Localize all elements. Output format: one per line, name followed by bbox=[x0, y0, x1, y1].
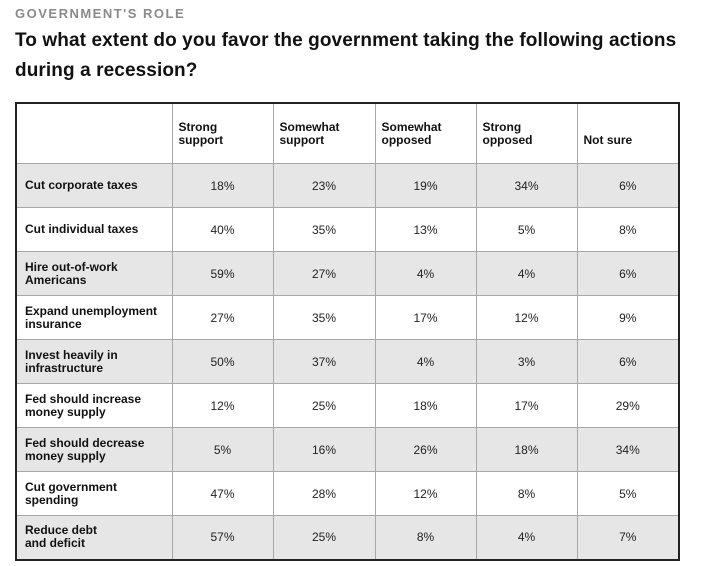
table-cell: 19% bbox=[374, 163, 477, 208]
column-header-strong-support: Strong support bbox=[171, 102, 274, 164]
row-label: Fed should increase money supply bbox=[15, 383, 173, 428]
column-header-line1: Somewhat bbox=[381, 119, 442, 134]
table-row: Invest heavily in infrastructure 50% 37% 4% 3… bbox=[15, 339, 680, 384]
column-header-not-sure: Not sure bbox=[576, 102, 680, 164]
row-label-line1: Cut government bbox=[25, 479, 118, 494]
row-label: Cut government spending bbox=[15, 471, 173, 516]
row-label-line2: insurance bbox=[25, 316, 82, 331]
column-header-line2: support bbox=[178, 132, 224, 147]
table-cell: 4% bbox=[374, 251, 477, 296]
table-cell: 3% bbox=[475, 339, 578, 384]
column-header-line1: Somewhat bbox=[279, 119, 340, 134]
column-header-line1: Strong bbox=[482, 119, 522, 134]
row-label-line2: money supply bbox=[25, 404, 106, 419]
row-label-line2: money supply bbox=[25, 448, 106, 463]
table-cell: 16% bbox=[272, 427, 376, 472]
row-label-line2: infrastructure bbox=[25, 360, 104, 375]
table-cell: 18% bbox=[374, 383, 477, 428]
table-cell: 5% bbox=[171, 427, 274, 472]
table-cell: 27% bbox=[171, 295, 274, 340]
column-header-line1: Strong bbox=[178, 119, 218, 134]
table-cell: 27% bbox=[272, 251, 376, 296]
table-cell: 57% bbox=[171, 515, 274, 560]
table-cell: 26% bbox=[374, 427, 477, 472]
header-row: Strong support Somewhat support Somewhat… bbox=[15, 102, 680, 164]
table-row: Cut individual taxes 40% 35% 13% 5% 8% bbox=[15, 207, 680, 252]
table-cell: 13% bbox=[374, 207, 477, 252]
row-label-line1: Fed should increase bbox=[25, 391, 142, 406]
table-row: Cut corporate taxes 18% 23% 19% 34% 6% bbox=[15, 163, 680, 208]
table-cell: 4% bbox=[374, 339, 477, 384]
row-label-line1: Cut individual taxes bbox=[25, 222, 139, 236]
column-header-line2: support bbox=[279, 132, 325, 147]
table-row: Reduce debt and deficit 57% 25% 8% 4% 7% bbox=[15, 515, 680, 560]
table-cell: 47% bbox=[171, 471, 274, 516]
column-header-line2: opposed bbox=[482, 132, 533, 147]
table-cell: 7% bbox=[576, 515, 680, 560]
table-cell: 6% bbox=[576, 251, 680, 296]
row-label: Cut individual taxes bbox=[15, 207, 173, 252]
table-cell: 8% bbox=[374, 515, 477, 560]
row-label: Reduce debt and deficit bbox=[15, 515, 173, 560]
table-cell: 17% bbox=[475, 383, 578, 428]
table-cell: 12% bbox=[374, 471, 477, 516]
row-label: Hire out-of-work Americans bbox=[15, 251, 173, 296]
table-cell: 50% bbox=[171, 339, 274, 384]
row-label-line1: Reduce debt bbox=[25, 523, 98, 538]
column-header-somewhat-opposed: Somewhat opposed bbox=[374, 102, 477, 164]
row-label: Cut corporate taxes bbox=[15, 163, 173, 208]
row-label: Invest heavily in infrastructure bbox=[15, 339, 173, 384]
table-row: Hire out-of-work Americans 59% 27% 4% 4% 6% bbox=[15, 251, 680, 296]
table-cell: 17% bbox=[374, 295, 477, 340]
table-body: Cut corporate taxes 18% 23% 19% 34% 6% Cut ind… bbox=[15, 163, 680, 560]
table-cell: 12% bbox=[171, 383, 274, 428]
table-cell: 34% bbox=[475, 163, 578, 208]
table-cell: 4% bbox=[475, 251, 578, 296]
row-label-line2: and deficit bbox=[25, 536, 86, 551]
table-cell: 37% bbox=[272, 339, 376, 384]
column-header-line2: opposed bbox=[381, 132, 432, 147]
table-cell: 18% bbox=[475, 427, 578, 472]
table-cell: 8% bbox=[576, 207, 680, 252]
table-row: Fed should decrease money supply 5% 16% 26% 1… bbox=[15, 427, 680, 472]
table-cell: 5% bbox=[475, 207, 578, 252]
row-label: Fed should decrease money supply bbox=[15, 427, 173, 472]
table-cell: 34% bbox=[576, 427, 680, 472]
table-cell: 35% bbox=[272, 207, 376, 252]
table-row: Cut government spending 47% 28% 12% 8% 5% bbox=[15, 471, 680, 516]
survey-table: Strong support Somewhat support Somewhat… bbox=[15, 102, 680, 561]
table-cell: 18% bbox=[171, 163, 274, 208]
table-cell: 5% bbox=[576, 471, 680, 516]
table-cell: 29% bbox=[576, 383, 680, 428]
page-title: To what extent do you favor the governme… bbox=[15, 30, 677, 81]
row-label-line1: Expand unemployment bbox=[25, 303, 158, 318]
table-cell: 6% bbox=[576, 339, 680, 384]
table-cell: 8% bbox=[475, 471, 578, 516]
row-label-line2: Americans bbox=[25, 272, 87, 287]
section-kicker: GOVERNMENT'S ROLE bbox=[15, 6, 186, 21]
table-cell: 6% bbox=[576, 163, 680, 208]
table-cell: 59% bbox=[171, 251, 274, 296]
table-cell: 9% bbox=[576, 295, 680, 340]
row-label-line1: Fed should decrease bbox=[25, 435, 145, 450]
column-header-strong-opposed: Strong opposed bbox=[475, 102, 578, 164]
table-cell: 12% bbox=[475, 295, 578, 340]
row-label: Expand unemployment insurance bbox=[15, 295, 173, 340]
column-header-somewhat-support: Somewhat support bbox=[272, 102, 376, 164]
table-cell: 25% bbox=[272, 383, 376, 428]
header-blank-cell bbox=[15, 102, 173, 164]
table-cell: 28% bbox=[272, 471, 376, 516]
column-header-line1: Not sure bbox=[583, 133, 633, 147]
table-row: Fed should increase money supply 12% 25% 18%… bbox=[15, 383, 680, 428]
table-cell: 25% bbox=[272, 515, 376, 560]
table-row: Expand unemployment insurance 27% 35% 17% 12%… bbox=[15, 295, 680, 340]
row-label-line1: Hire out-of-work bbox=[25, 259, 118, 274]
table-cell: 35% bbox=[272, 295, 376, 340]
table-cell: 23% bbox=[272, 163, 376, 208]
row-label-line1: Invest heavily in bbox=[25, 347, 118, 362]
table-cell: 4% bbox=[475, 515, 578, 560]
table-cell: 40% bbox=[171, 207, 274, 252]
row-label-line2: spending bbox=[25, 492, 79, 507]
row-label-line1: Cut corporate taxes bbox=[25, 178, 138, 192]
